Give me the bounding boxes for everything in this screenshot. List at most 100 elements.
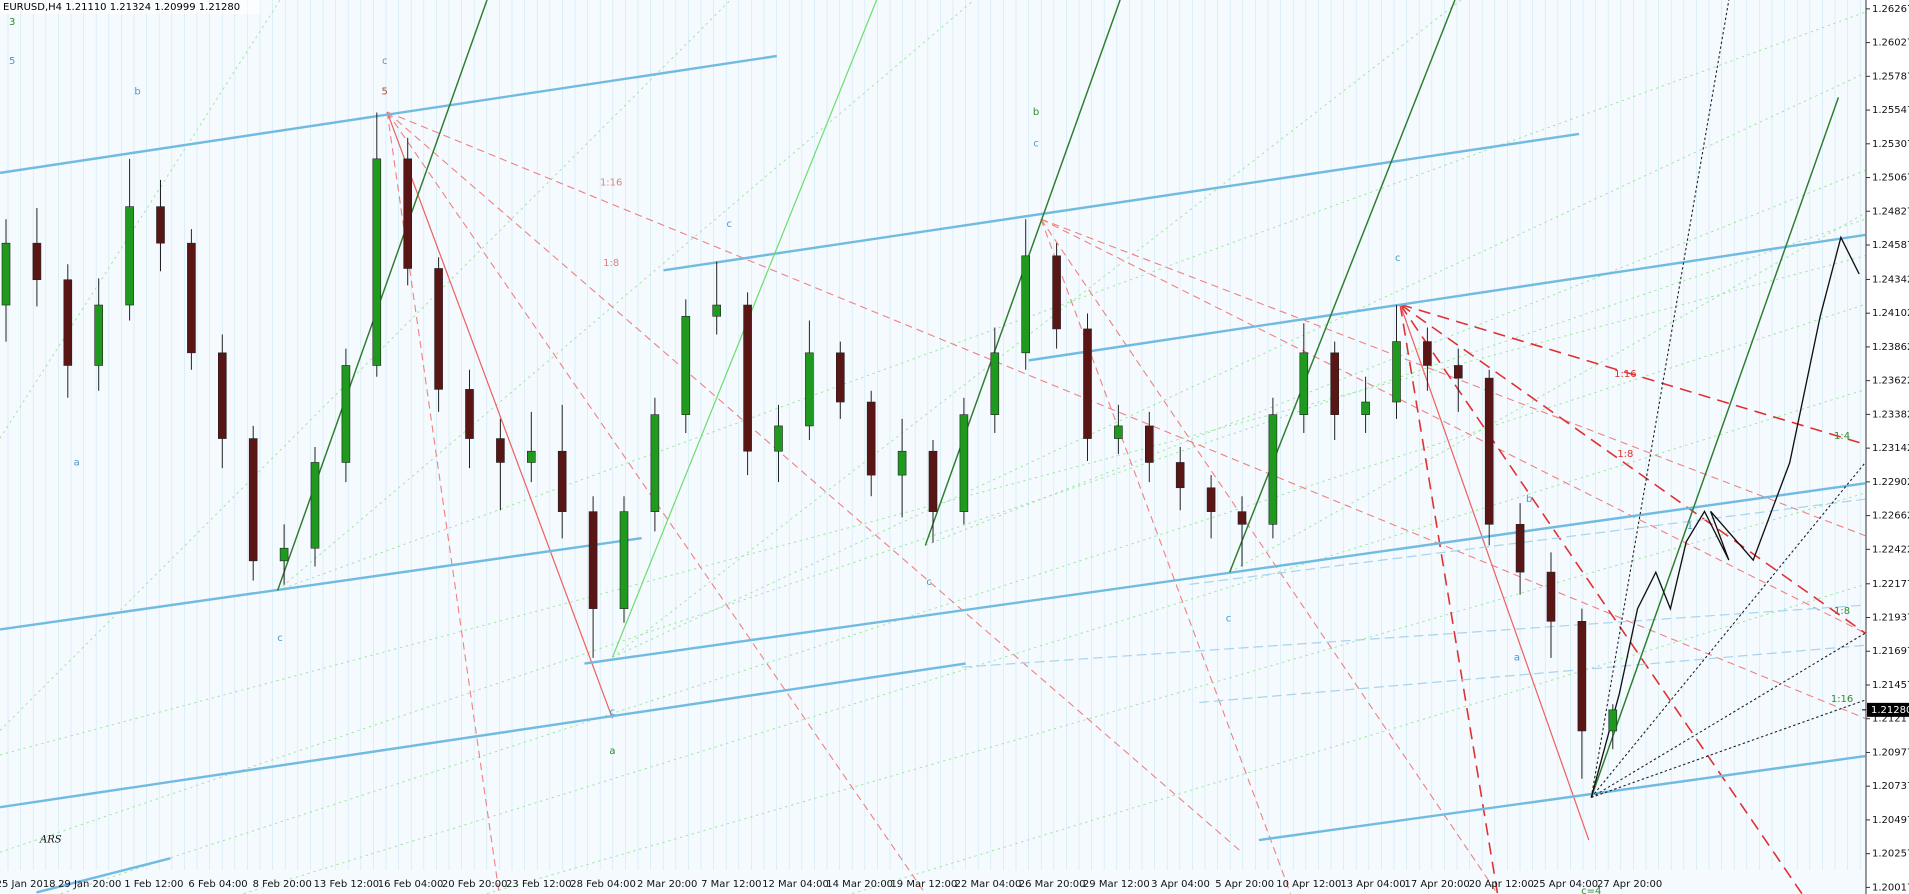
x-tick-label: 6 Feb 04:00	[188, 879, 247, 890]
y-tick-label: 1.20017	[1872, 882, 1909, 893]
wave-label: b	[134, 86, 140, 97]
candle-body	[1577, 621, 1587, 732]
x-tick-label: 17 Apr 20:00	[1405, 879, 1470, 890]
candle-body	[1546, 571, 1556, 622]
candle-body	[866, 401, 876, 476]
candle-body	[557, 450, 567, 512]
candle-body	[1, 242, 11, 306]
wave-label: b	[1033, 107, 1039, 118]
candle-body	[1608, 709, 1618, 732]
wave-label: 1:4	[1834, 431, 1850, 442]
candle-body	[928, 450, 938, 512]
x-tick-label: 14 Mar 20:00	[826, 879, 893, 890]
x-tick-label: 12 Mar 04:00	[762, 879, 829, 890]
y-tick-label: 1.22422	[1872, 544, 1909, 555]
wave-label: c=4	[1581, 886, 1601, 894]
x-tick-label: 25 Jan 2018	[0, 879, 56, 890]
candle-body	[248, 438, 258, 562]
candle-body	[279, 547, 289, 562]
x-tick-label: 5 Apr 20:00	[1215, 879, 1274, 890]
vertical-grid	[7, 0, 1861, 870]
wave-label: 1:8	[603, 258, 619, 269]
candle-body	[1145, 425, 1154, 463]
wave-label: 5	[9, 56, 15, 67]
blue-thin-lines	[961, 498, 1866, 704]
y-tick-label: 1.23862	[1872, 342, 1909, 353]
candle-body	[774, 425, 783, 452]
y-tick-label: 1.25067	[1872, 173, 1909, 184]
x-tick-label: 28 Feb 04:00	[570, 879, 636, 890]
candle-body	[897, 450, 907, 476]
x-tick-label: 20 Apr 12:00	[1469, 879, 1534, 890]
y-tick-label: 1.22662	[1872, 511, 1909, 522]
signature: ARS	[39, 835, 62, 846]
candle-body	[1423, 341, 1432, 366]
candle-body	[1206, 487, 1216, 512]
y-tick-label: 1.21937	[1872, 613, 1909, 624]
y-tick-label: 1.26027	[1872, 38, 1909, 49]
wave-label: c	[727, 219, 733, 230]
candle-body	[588, 511, 598, 609]
x-tick-label: 27 Apr 20:00	[1597, 879, 1662, 890]
candle-body	[1361, 401, 1370, 415]
candle-body	[712, 304, 722, 317]
candle-body	[310, 462, 320, 549]
x-tick-label: 13 Feb 12:00	[314, 879, 380, 890]
wave-label: c	[382, 56, 388, 67]
y-tick-label: 1.23382	[1872, 409, 1909, 420]
y-tick-label: 1.22902	[1872, 477, 1909, 488]
red-dashed-fans	[386, 111, 1866, 894]
black-dotted-fans	[1590, 0, 1866, 798]
axis-background	[1866, 0, 1909, 894]
y-tick-label: 1.22177	[1872, 579, 1909, 590]
red-solid-lines	[386, 111, 1590, 841]
candle-body	[32, 242, 42, 281]
x-tick-label: 7 Mar 12:00	[701, 879, 761, 890]
y-tick-label: 1.20257	[1872, 849, 1909, 860]
candle-body	[1175, 462, 1185, 489]
last-price-box	[1867, 702, 1909, 717]
x-tick-label: 29 Jan 20:00	[58, 879, 121, 890]
candle-body	[1052, 255, 1061, 330]
candle-body	[218, 352, 227, 439]
wave-label: 1:8	[1834, 606, 1850, 617]
wave-label: 1:16	[1831, 694, 1853, 705]
candle-body	[1330, 352, 1339, 415]
wave-label: a	[74, 458, 80, 469]
wave-label: 1:16	[1614, 369, 1636, 380]
candle-body	[341, 365, 351, 463]
candle-body	[1237, 511, 1247, 525]
y-tick-label: 1.24342	[1872, 274, 1909, 285]
wave-label: 1:8	[1617, 449, 1633, 460]
y-tick-label: 1.24827	[1872, 206, 1909, 217]
forecast-path	[1590, 235, 1860, 798]
red-fans-current	[1399, 303, 1866, 894]
wave-label: 5	[382, 86, 388, 97]
candle-body	[125, 206, 134, 306]
x-tick-label: 13 Apr 04:00	[1340, 879, 1405, 890]
x-tick-label: 10 Apr 12:00	[1276, 879, 1341, 890]
y-tick-label: 1.23142	[1872, 443, 1909, 454]
candle-body	[959, 414, 969, 512]
candle-body	[1515, 524, 1525, 573]
candle-body	[156, 206, 165, 244]
x-tick-label: 29 Mar 12:00	[1083, 879, 1150, 890]
candle-body	[990, 352, 1000, 415]
x-tick-label: 8 Feb 20:00	[253, 879, 312, 890]
candle-body	[681, 315, 691, 415]
y-tick-label: 1.21457	[1872, 680, 1909, 691]
candle-body	[187, 242, 196, 354]
candle-body	[1454, 365, 1463, 379]
y-tick-label: 1.20737	[1872, 781, 1909, 792]
candle-body	[1083, 328, 1092, 439]
x-tick-label: 2 Mar 20:00	[637, 879, 697, 890]
wave-label: 1	[1687, 521, 1693, 532]
x-tick-label: 26 Mar 20:00	[1019, 879, 1086, 890]
candle-body	[619, 511, 629, 609]
candle-body	[465, 389, 474, 439]
y-tick-label: 1.26267	[1872, 4, 1909, 15]
last-price-label: 1.21280	[1871, 705, 1909, 716]
candle-body	[805, 352, 814, 427]
wave-label: a	[609, 746, 615, 757]
